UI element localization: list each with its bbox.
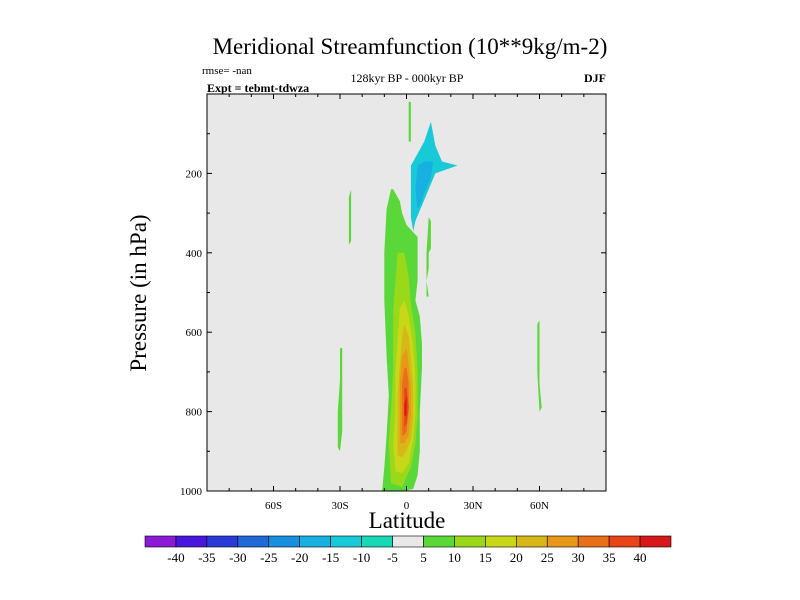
contour-regions [337,101,542,492]
contour-region-contour-40 [404,395,407,416]
colorbar-swatch [361,535,393,548]
x-axis-label: Latitude [369,508,446,533]
colorbar-label: -10 [353,550,370,565]
y-axis-label: Pressure (in hPa) [126,214,151,371]
x-tick-label: 0 [404,500,410,512]
colorbar-label: 30 [572,550,585,565]
colorbar-swatch [330,535,362,548]
colorbar-label: -25 [260,550,277,565]
colorbar-label: 20 [510,550,523,565]
colorbar: -40 -35 -30 -25 -20 -15 -10 -5 5 10 15 20 25 30 35 40 [144,535,672,565]
x-tick-label: 60N [530,500,549,512]
colorbar-label: 10 [448,550,461,565]
expt-label: Expt = tebmt-tdwza [207,81,309,95]
y-tick-label: 200 [186,168,203,180]
colorbar-swatch [392,535,424,548]
colorbar-label: -20 [291,550,308,565]
contour-region-sh-upper-sliver [348,189,352,245]
contour-region-sh-lower-sliver [337,348,343,452]
x-axis-ticks: 60S 30S 0 30N 60N [228,94,585,512]
colorbar-label: -5 [387,550,398,565]
colorbar-swatch [546,535,579,548]
x-tick-label: 60S [265,500,282,512]
colorbar-swatch [485,535,517,548]
colorbar-label: -35 [198,550,215,565]
y-axis-ticks: 200 400 600 800 1000 [180,133,606,498]
y-tick-label: 1000 [180,486,203,498]
colorbar-label: 5 [420,550,427,565]
y-tick-label: 800 [186,407,203,419]
colorbar-swatch [175,535,208,548]
y-tick-label: 400 [186,248,203,260]
chart-subtitle: 128kyr BP - 000kyr BP [351,71,464,85]
x-tick-label: 30N [464,500,483,512]
colorbar-label: 15 [479,550,492,565]
colorbar-swatch [454,535,486,548]
colorbar-label: 40 [634,550,647,565]
contour-region-upper-negative-core [415,161,434,210]
colorbar-label: -30 [229,550,246,565]
colorbar-swatch [639,535,672,548]
x-tick-label: 30S [331,500,348,512]
colorbar-label: 25 [541,550,554,565]
rmse-label: rmse= -nan [202,65,252,77]
colorbar-swatch [515,535,548,548]
colorbar-swatch [144,535,177,548]
colorbar-swatch [206,535,239,548]
colorbar-label: -40 [167,550,184,565]
colorbar-swatch [299,535,331,548]
colorbar-swatch [577,535,610,548]
colorbar-label: -15 [322,550,339,565]
colorbar-swatch [608,535,641,548]
colorbar-label: 35 [603,550,616,565]
colorbar-swatch [268,535,301,548]
contour-region-nh-subtropical-sliver [426,217,431,297]
contour-region-upper-negative-cell [410,121,458,231]
contour-region-upper-positive-sliver [408,101,411,142]
chart-title: Meridional Streamfunction (10**9kg/m-2) [213,34,608,59]
contour-region-nh-midlat-cell [537,320,542,412]
colorbar-swatch [423,535,455,548]
y-tick-label: 600 [186,327,203,339]
colorbar-swatch [237,535,270,548]
season-label: DJF [584,71,606,85]
